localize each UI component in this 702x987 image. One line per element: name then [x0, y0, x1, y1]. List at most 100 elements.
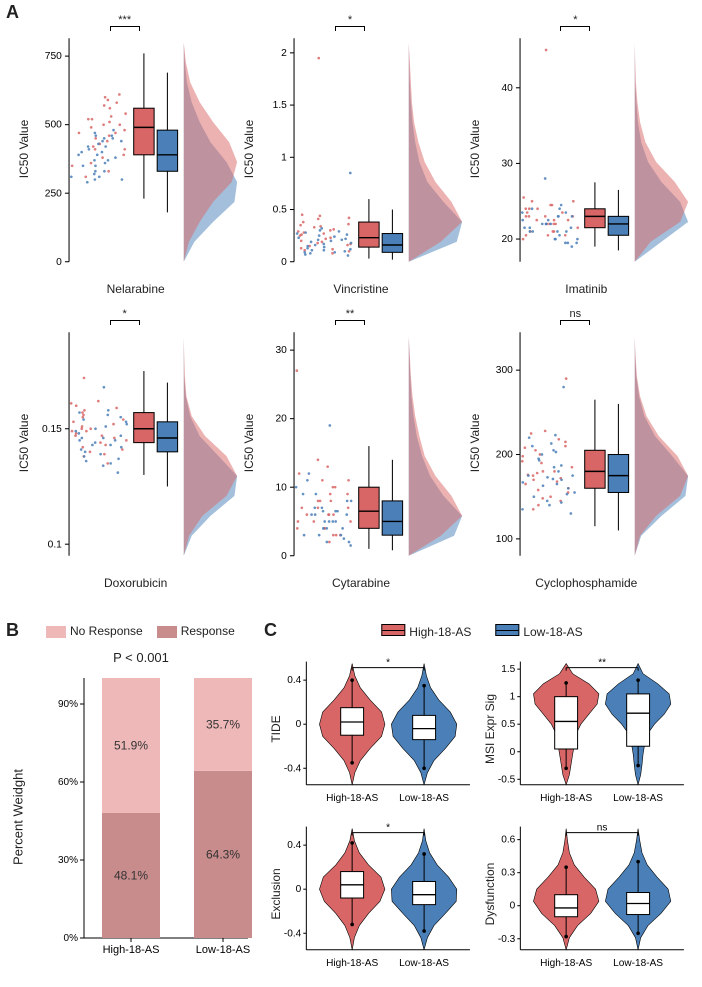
svg-text:ns: ns [597, 822, 608, 833]
svg-text:64.3%: 64.3% [206, 847, 240, 861]
figure: A B C IC50 Value *** 0250500750 Nelarabi… [0, 0, 702, 987]
rain-doxorubicin: IC50 Value * 0.10.15 Doxorubicin [26, 298, 245, 588]
svg-text:*: * [386, 658, 390, 669]
svg-text:0: 0 [296, 719, 302, 730]
ylabel: IC50 Value [242, 414, 256, 472]
svg-text:0.5: 0.5 [501, 719, 515, 730]
ylabel: IC50 Value [242, 120, 256, 178]
legendB-noresp: No Response [70, 624, 143, 638]
drug-name: Doxorubicin [104, 576, 167, 590]
svg-text:750: 750 [45, 51, 62, 62]
svg-text:Low-18-AS: Low-18-AS [399, 793, 449, 804]
svg-text:High-18-AS: High-18-AS [326, 793, 378, 804]
svg-text:High-18-AS: High-18-AS [540, 793, 592, 804]
ylabel: IC50 Value [17, 120, 31, 178]
drug-name: Cytarabine [332, 576, 390, 590]
svg-text:-0.4: -0.4 [284, 928, 302, 939]
legendC-low: Low-18-AS [523, 625, 582, 639]
svg-text:0.4: 0.4 [287, 675, 301, 686]
svg-text:**: ** [598, 658, 606, 669]
svg-text:35.7%: 35.7% [206, 717, 240, 731]
svg-text:0.6: 0.6 [501, 834, 515, 845]
violin-exclusion: Exclusion-0.4 0 0.4 * High-18-AS Low-18-AS [272, 815, 478, 974]
drug-name: Vincristine [333, 282, 388, 296]
sig-bracket: * [560, 14, 590, 30]
svg-text:1: 1 [281, 152, 287, 163]
svg-text:1: 1 [510, 692, 516, 703]
svg-text:0.3: 0.3 [501, 867, 515, 878]
svg-text:0%: 0% [64, 933, 79, 944]
panelB: No Response Response P < 0.001 Percent W… [26, 624, 256, 974]
svg-text:Low-18-AS: Low-18-AS [399, 957, 449, 968]
svg-text:0.1: 0.1 [48, 539, 63, 550]
legendB-resp: Response [181, 624, 235, 638]
ylabel: IC50 Value [17, 414, 31, 472]
drug-name: Nelarabine [107, 282, 165, 296]
svg-text:0: 0 [281, 551, 287, 562]
svg-text:High-18-AS: High-18-AS [326, 957, 378, 968]
panelA: IC50 Value *** 0250500750 Nelarabine IC5… [26, 4, 696, 604]
sig-bracket: * [110, 308, 140, 324]
sig-bracket: * [335, 14, 365, 30]
svg-text:500: 500 [45, 120, 62, 131]
ylabel: IC50 Value [468, 414, 482, 472]
svg-text:48.1%: 48.1% [114, 868, 148, 882]
svg-text:30: 30 [501, 158, 513, 169]
svg-text:40: 40 [501, 83, 513, 94]
svg-text:0.5: 0.5 [273, 205, 288, 216]
legendC: High-18-AS Low-18-AS [381, 624, 582, 639]
svg-text:0: 0 [281, 257, 287, 268]
svg-text:51.9%: 51.9% [114, 738, 148, 752]
rain-vincristine: IC50 Value * 00.511.52 Vincristine [251, 4, 470, 294]
drug-name: Cyclophosphamide [535, 576, 637, 590]
svg-text:0.4: 0.4 [287, 840, 301, 851]
violin-ylabel: TIDE [269, 716, 283, 743]
svg-text:100: 100 [495, 534, 512, 545]
svg-text:1.5: 1.5 [273, 100, 288, 111]
violin-tide: TIDE -0.4 0 0.4 * High-18-AS Low-18-AS [272, 650, 478, 809]
svg-text:-0.4: -0.4 [284, 763, 302, 774]
svg-text:Low-18-AS: Low-18-AS [613, 793, 663, 804]
panelB-label: B [6, 620, 19, 641]
legendB: No Response Response [46, 624, 235, 638]
svg-text:30%: 30% [58, 855, 78, 866]
svg-text:200: 200 [495, 450, 512, 461]
panelB-ylabel: Percent Weidght [11, 769, 26, 865]
svg-text:30: 30 [276, 345, 288, 356]
svg-text:60%: 60% [58, 777, 78, 788]
violin-ylabel: MSI Expr Sig [483, 694, 497, 764]
svg-text:0: 0 [56, 257, 62, 268]
svg-text:250: 250 [45, 188, 62, 199]
sig-bracket: *** [110, 14, 140, 30]
svg-text:-0.3: -0.3 [498, 933, 516, 944]
svg-text:0: 0 [510, 900, 516, 911]
svg-text:20: 20 [501, 234, 513, 245]
panelA-label: A [6, 2, 19, 23]
panelC: High-18-AS Low-18-AS TIDE -0.4 0 0.4 * High-1… [272, 624, 692, 974]
rain-imatinib: IC50 Value * 203040 Imatinib [477, 4, 696, 294]
rain-cytarabine: IC50 Value ** 0102030 Cytarabine [251, 298, 470, 588]
svg-text:Low-18-AS: Low-18-AS [196, 944, 250, 956]
violin-ylabel: Dysfunction [483, 862, 497, 925]
svg-text:2: 2 [281, 48, 287, 59]
svg-text:10: 10 [276, 482, 288, 493]
violin-ylabel: Exclusion [269, 868, 283, 919]
svg-text:High-18-AS: High-18-AS [540, 957, 592, 968]
svg-text:0: 0 [510, 747, 516, 758]
panelB-pval: P < 0.001 [113, 650, 169, 665]
svg-text:0: 0 [296, 884, 302, 895]
sig-bracket: ** [335, 308, 365, 324]
ylabel: IC50 Value [468, 120, 482, 178]
svg-text:0.15: 0.15 [42, 424, 62, 435]
svg-text:*: * [386, 822, 390, 833]
svg-text:1.5: 1.5 [501, 664, 515, 675]
svg-text:Low-18-AS: Low-18-AS [613, 957, 663, 968]
legendC-high: High-18-AS [409, 625, 471, 639]
svg-text:-0.5: -0.5 [498, 774, 516, 785]
rain-nelarabine: IC50 Value *** 0250500750 Nelarabine [26, 4, 245, 294]
svg-text:300: 300 [495, 365, 512, 376]
svg-text:20: 20 [276, 414, 288, 425]
svg-text:High-18-AS: High-18-AS [103, 944, 160, 956]
rain-cyclophosphamide: IC50 Value ns 100200300 Cyclophosphamide [477, 298, 696, 588]
violin-dysfunction: Dysfunction-0.3 0 0.3 0.6 ns High-18-AS Low-18… [486, 815, 692, 974]
